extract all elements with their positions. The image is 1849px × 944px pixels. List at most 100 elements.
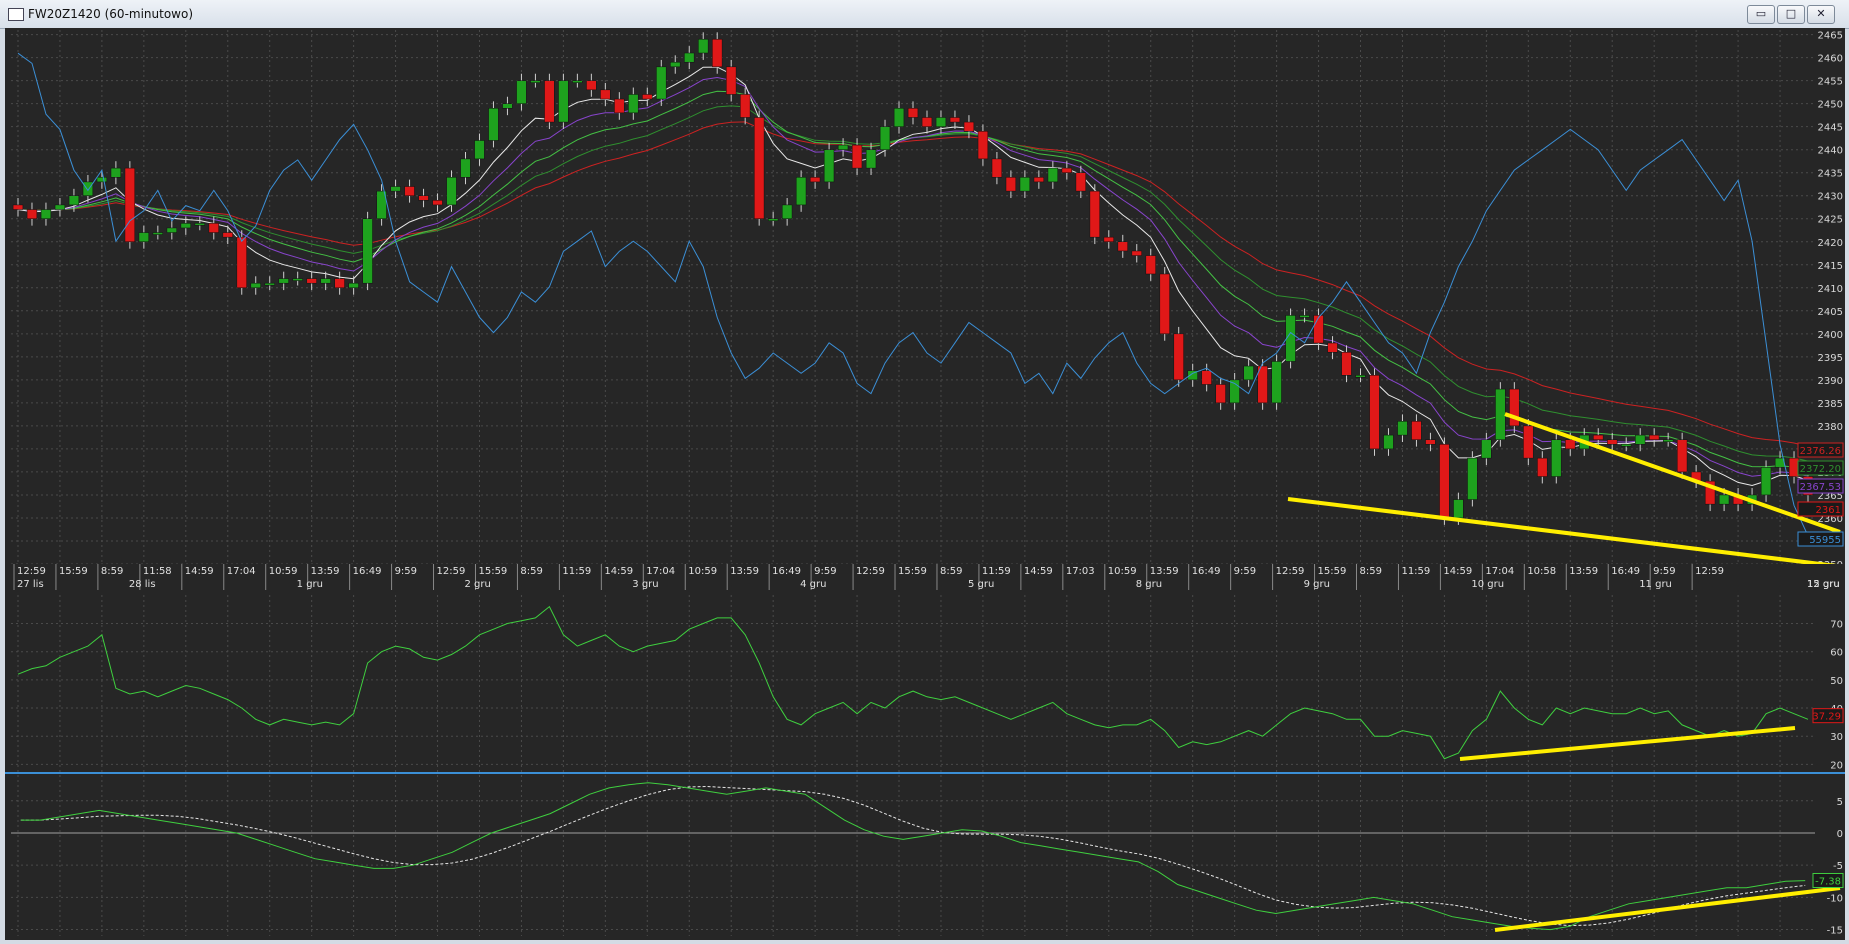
candle-body — [320, 278, 331, 284]
time-label: 12:59 — [856, 566, 885, 577]
y-tick-label: 2440 — [1818, 146, 1843, 157]
candle-body — [1383, 434, 1394, 450]
candle-body — [1509, 388, 1520, 427]
candle-body — [1467, 457, 1478, 500]
candle-body — [698, 38, 709, 54]
rsi-value-label: 37.29 — [1812, 712, 1841, 723]
candle-body — [1047, 167, 1058, 183]
window-title: FW20Z1420 (60-minutowo) — [28, 7, 194, 21]
candle-body — [1075, 172, 1086, 192]
y-tick-label: 2415 — [1818, 261, 1843, 272]
maximize-button[interactable]: □ — [1777, 5, 1805, 24]
candle-body — [1788, 457, 1800, 477]
candle-body — [712, 38, 723, 68]
y-tick-label: 2390 — [1818, 376, 1843, 387]
time-label: 9:59 — [1653, 566, 1675, 577]
candle-body — [1369, 375, 1380, 450]
candle-body — [1005, 177, 1017, 192]
y-tick-label: 2405 — [1818, 307, 1843, 318]
candle-body — [68, 195, 80, 206]
time-label: 14:59 — [185, 566, 214, 577]
candle-body — [460, 158, 471, 178]
candle-body — [740, 94, 751, 118]
minimize-button[interactable]: ▭ — [1747, 5, 1775, 24]
time-label: 14:59 — [1443, 566, 1472, 577]
y-tick-label: 2450 — [1818, 100, 1843, 111]
candle-body — [1718, 494, 1730, 505]
date-label: 28 lis — [129, 579, 156, 590]
y-tick-label: 60 — [1830, 648, 1843, 659]
candle-body — [935, 117, 947, 127]
close-button[interactable]: ✕ — [1807, 5, 1835, 24]
title-bar: FW20Z1420 (60-minutowo) ▭ □ ✕ — [0, 0, 1849, 29]
trendline-support — [1287, 497, 1846, 569]
candle-body — [837, 144, 849, 150]
time-label: 11:59 — [562, 566, 591, 577]
y-tick-label: 2445 — [1818, 123, 1843, 134]
chart-area[interactable]: 2465 2460 2455 2450 2445 2440 2435 2430 2425 2420… — [5, 28, 1846, 940]
time-label: 11:58 — [143, 566, 172, 577]
candle-body — [1621, 444, 1632, 447]
candle-body — [404, 186, 415, 196]
candle-body — [1159, 273, 1170, 335]
ma-purple-line — [17, 76, 1809, 477]
candle-body — [1593, 434, 1604, 440]
time-label: 9:59 — [814, 566, 836, 577]
candle-body — [390, 186, 401, 192]
candle-body — [110, 167, 122, 178]
candle-body — [628, 94, 639, 114]
chart-svg[interactable]: 2465 2460 2455 2450 2445 2440 2435 2430 2425 2420… — [5, 28, 1846, 940]
candle-body — [670, 61, 681, 68]
candle-body — [236, 236, 247, 289]
date-label: 15 gru — [1807, 579, 1840, 590]
time-label: 9:59 — [395, 566, 417, 577]
candle-body — [1243, 365, 1254, 381]
time-label: 13:59 — [1569, 566, 1598, 577]
candle-body — [977, 131, 989, 160]
candle-body — [1033, 177, 1045, 183]
candle-body — [418, 195, 429, 201]
y-tick-label: 2410 — [1818, 284, 1843, 295]
candle-body — [376, 190, 387, 219]
rsi-line — [17, 605, 1809, 760]
time-label: 13:59 — [1150, 566, 1179, 577]
candle-body — [1299, 315, 1310, 318]
time-label: 12:59 — [437, 566, 466, 577]
time-label: 9:59 — [1234, 566, 1256, 577]
y-tick-label: 5 — [1837, 797, 1843, 808]
candle-body — [1523, 425, 1534, 459]
candle-body — [502, 103, 513, 109]
last-value-label: 55955 — [1809, 535, 1841, 546]
date-label: 11 gru — [1639, 579, 1672, 590]
candle-body — [166, 227, 177, 233]
candle-body — [12, 204, 24, 210]
candle-body — [1145, 255, 1156, 275]
candle-body — [1425, 439, 1436, 445]
candle-body — [1327, 342, 1338, 353]
candle-body — [82, 181, 94, 196]
blue-indicator-line — [17, 52, 1809, 537]
candle-body — [963, 121, 975, 132]
time-label: 16:49 — [772, 566, 801, 577]
candle-body — [1774, 457, 1786, 468]
candle-body — [781, 204, 793, 219]
date-label: 1 gru — [297, 579, 323, 590]
candle-body — [362, 218, 373, 284]
candle-body — [152, 232, 163, 235]
candle-body — [474, 140, 485, 160]
y-tick-label: 2395 — [1818, 353, 1843, 364]
last-value-tag — [1797, 460, 1844, 476]
y-tick-label: 50 — [1830, 676, 1843, 687]
candle-body — [558, 80, 569, 123]
time-label: 11:59 — [982, 566, 1011, 577]
candle-body — [348, 282, 359, 289]
candle-body — [823, 149, 835, 183]
y-tick-label: 2455 — [1818, 77, 1843, 88]
candle-body — [572, 80, 583, 83]
y-tick-label: 2460 — [1818, 54, 1843, 65]
time-label: 10:59 — [688, 566, 717, 577]
time-label: 10:59 — [1108, 566, 1137, 577]
time-label: 17:03 — [1066, 566, 1095, 577]
candle-body — [656, 66, 667, 100]
candle-body — [1313, 315, 1324, 344]
